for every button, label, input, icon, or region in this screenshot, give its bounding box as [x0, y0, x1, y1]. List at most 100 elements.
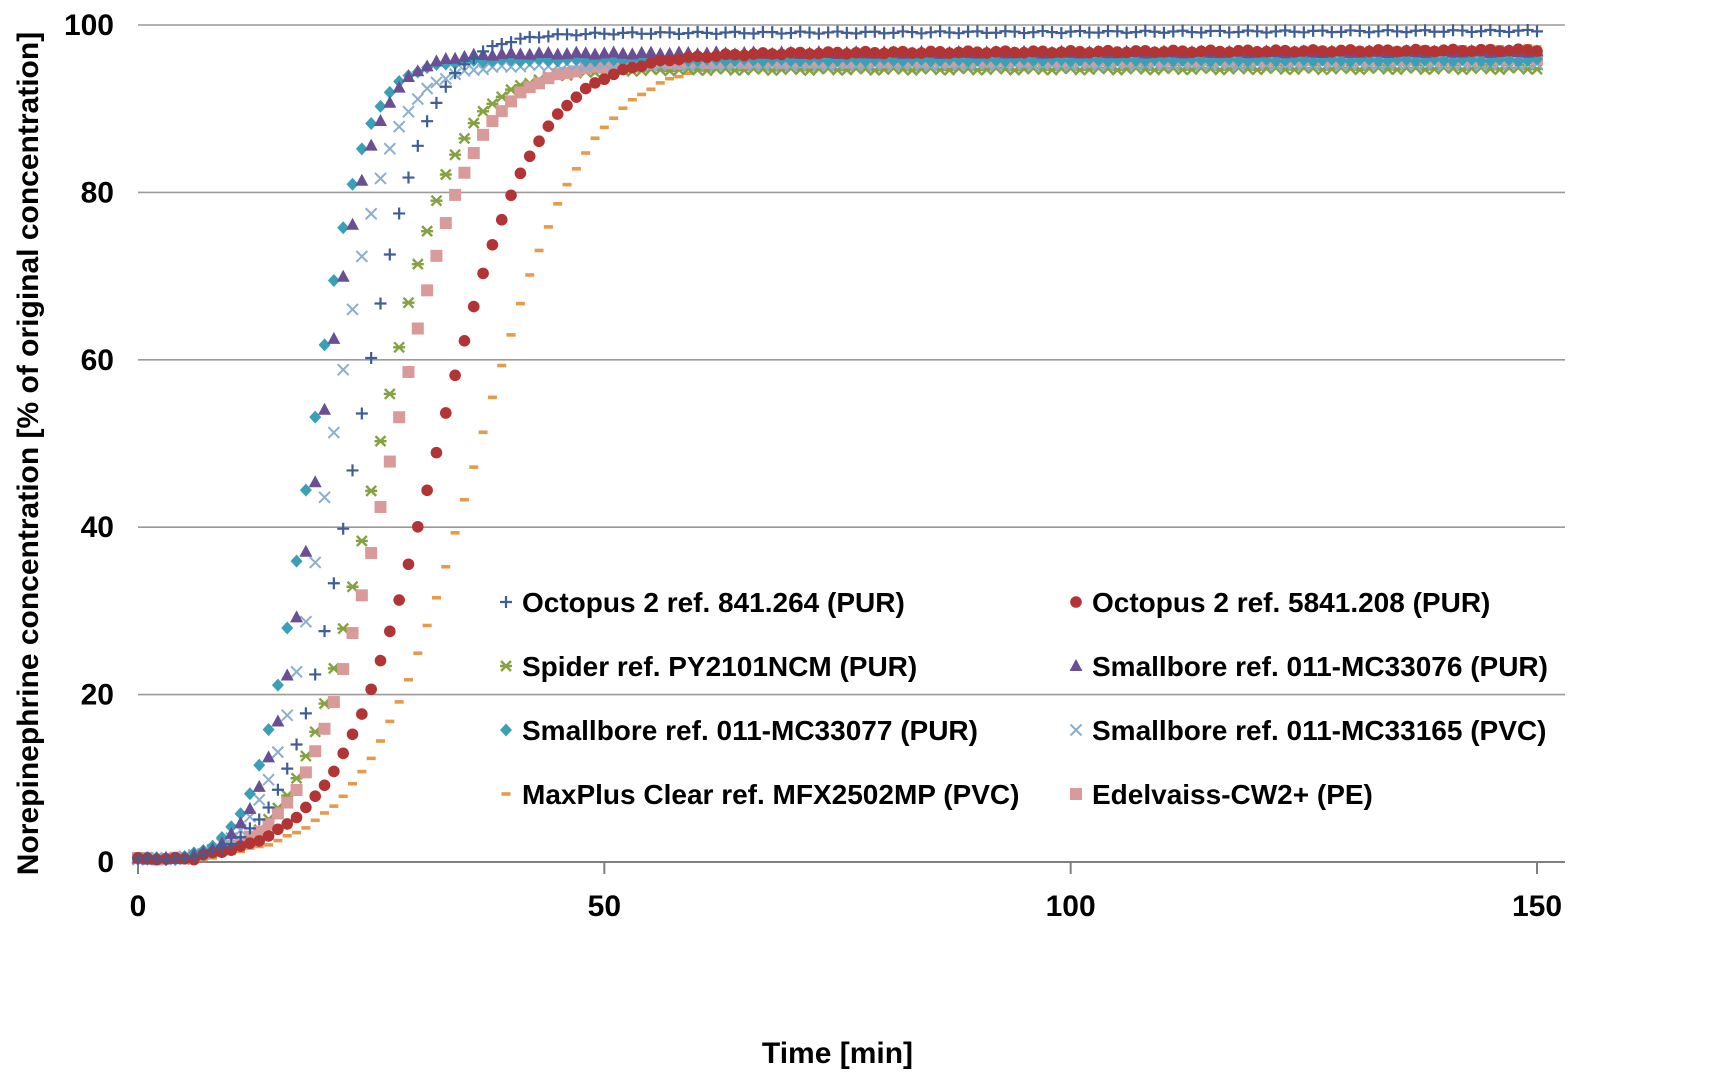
legend-marker	[1069, 723, 1083, 737]
data-point	[264, 843, 274, 847]
data-point	[1027, 45, 1040, 57]
data-point	[320, 811, 330, 815]
data-point	[374, 99, 387, 113]
data-point	[654, 54, 667, 67]
data-point	[569, 45, 583, 58]
data-point	[1073, 25, 1086, 38]
x-tick-label: 0	[130, 890, 147, 923]
data-point	[1437, 44, 1450, 57]
data-point	[1372, 44, 1385, 56]
data-point	[383, 248, 396, 261]
data-point	[579, 46, 593, 59]
data-point	[485, 48, 499, 61]
data-point	[308, 556, 322, 569]
data-point	[561, 99, 573, 112]
data-point	[449, 148, 462, 161]
data-point	[1092, 45, 1105, 58]
data-point	[1521, 44, 1534, 56]
data-point	[812, 27, 825, 40]
series-0	[132, 23, 1543, 866]
data-point	[1297, 26, 1310, 39]
data-point	[355, 535, 368, 547]
data-point	[281, 762, 294, 775]
data-point	[458, 334, 471, 347]
legend-marker	[1070, 596, 1082, 608]
data-point	[560, 47, 574, 60]
data-point	[1297, 53, 1310, 67]
data-point	[1531, 45, 1543, 57]
data-point	[290, 554, 303, 568]
data-point	[1074, 45, 1086, 58]
data-point	[421, 484, 433, 497]
data-point	[607, 45, 621, 58]
data-point	[729, 48, 741, 61]
data-point	[430, 194, 443, 207]
data-point	[411, 92, 425, 106]
y-tick-label: 40	[81, 511, 114, 544]
data-point	[281, 709, 294, 722]
data-point	[299, 615, 313, 628]
data-point	[952, 46, 965, 59]
data-point	[365, 547, 378, 560]
data-point	[327, 696, 340, 709]
data-point	[887, 46, 900, 58]
data-point	[1186, 46, 1198, 59]
data-point	[532, 46, 546, 59]
data-point	[1344, 44, 1357, 56]
data-point	[1335, 44, 1347, 57]
data-point	[469, 465, 479, 469]
data-point	[467, 117, 480, 129]
data-point	[971, 25, 984, 38]
y-tick-label: 80	[81, 176, 114, 209]
data-point	[487, 395, 497, 400]
data-point	[878, 47, 890, 60]
data-point	[1232, 26, 1245, 39]
data-point	[868, 25, 881, 38]
data-point	[318, 722, 331, 735]
data-point	[1363, 45, 1375, 58]
data-series	[131, 23, 1544, 867]
data-point	[1055, 26, 1068, 39]
data-point	[459, 497, 469, 502]
data-point	[943, 47, 956, 59]
data-point	[365, 485, 378, 497]
data-point	[346, 728, 359, 741]
data-point	[374, 654, 387, 667]
data-point	[617, 63, 629, 76]
data-point	[458, 166, 471, 179]
data-point	[551, 47, 565, 60]
data-point	[271, 678, 284, 692]
data-point	[1232, 44, 1245, 57]
data-point	[486, 115, 499, 128]
data-point	[869, 47, 881, 59]
data-point	[243, 802, 257, 815]
data-point	[383, 142, 397, 155]
data-point	[533, 135, 545, 148]
data-point	[1381, 24, 1394, 37]
data-point	[281, 621, 294, 635]
data-point	[477, 45, 490, 58]
data-point	[1512, 43, 1525, 56]
data-point	[1064, 45, 1077, 57]
data-point	[336, 269, 350, 282]
data-point	[449, 67, 462, 80]
data-point	[394, 700, 404, 704]
legend-label: Octopus 2 ref. 841.264 (PUR)	[522, 587, 905, 618]
data-point	[952, 27, 965, 40]
data-point	[1102, 44, 1114, 57]
data-point	[337, 663, 350, 676]
data-point	[579, 82, 592, 95]
data-point	[403, 677, 413, 682]
data-point	[626, 26, 639, 39]
data-point	[430, 96, 443, 109]
data-point	[1409, 43, 1422, 56]
data-point	[327, 331, 341, 344]
data-point	[385, 719, 395, 724]
data-point	[607, 28, 620, 41]
data-point	[505, 189, 517, 202]
data-point	[1316, 45, 1329, 57]
data-point	[747, 48, 760, 60]
data-point	[477, 267, 489, 280]
data-point	[301, 826, 311, 830]
data-point	[366, 756, 376, 761]
